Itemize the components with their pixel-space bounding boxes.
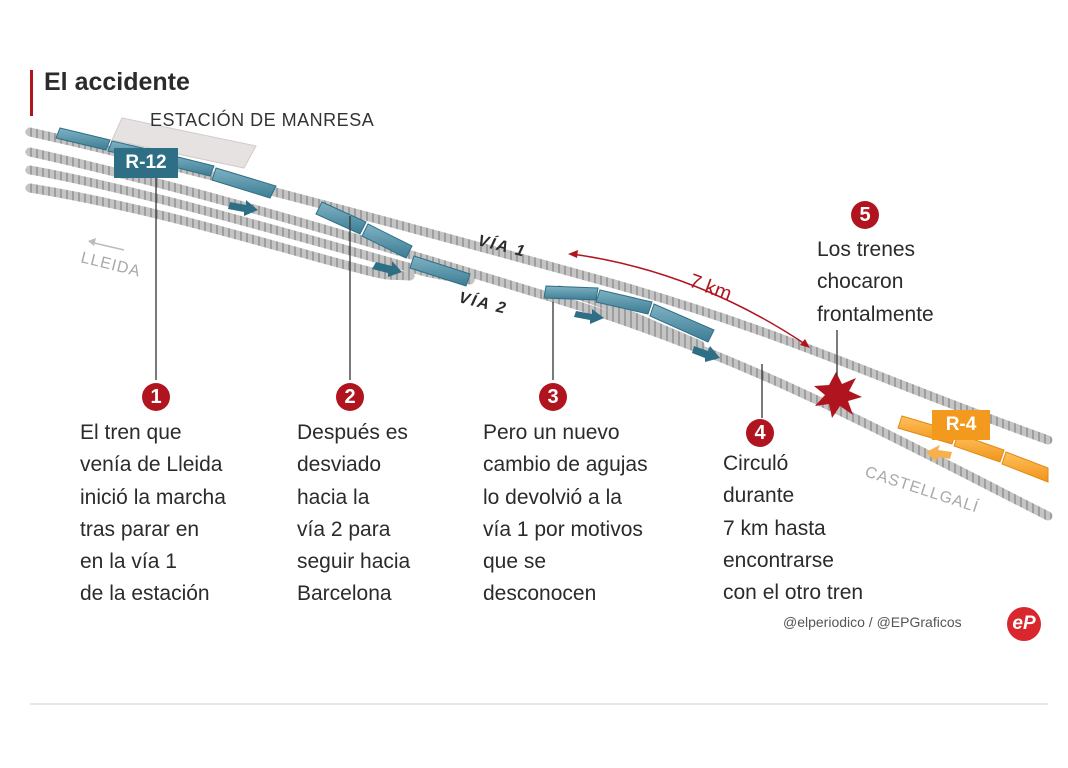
train-r12-label: R-12 [125, 152, 167, 173]
step-5-text: Los trenes chocaron frontalmente [817, 238, 934, 326]
train-car [1001, 451, 1049, 483]
step-5-number: 5 [851, 201, 879, 229]
main-track-via-2 [25, 147, 1053, 521]
train-car [543, 285, 599, 301]
divider [30, 703, 1048, 705]
step-4-number: 4 [746, 419, 774, 447]
direction-arrows [228, 200, 952, 462]
elperiodico-logo: eP [1007, 607, 1041, 641]
step-3-number: 3 [539, 383, 567, 411]
train-car [595, 289, 653, 315]
train-car [315, 201, 367, 235]
train-car [211, 167, 277, 199]
via-2-label: VÍA 2 [457, 287, 510, 317]
credit-text: @elperiodico / @EPGraficos [783, 614, 962, 630]
step-4-text: Circuló durante 7 km hasta encontrarse c… [723, 452, 864, 605]
step-3-text: Pero un nuevo cambio de agujas lo devolv… [483, 421, 648, 606]
step-2-text: Después es desviado hacia la vía 2 para … [297, 421, 411, 606]
distance-label: 7 km [686, 270, 734, 305]
train-r4-badge: R-4 [932, 410, 990, 440]
collision-star-icon [814, 372, 862, 418]
lleida-label: LLEIDA [79, 249, 142, 280]
train-r4-position [897, 415, 1049, 483]
step-2-number: 2 [336, 383, 364, 411]
arrow-icon [228, 200, 258, 216]
arrow-icon [372, 261, 402, 277]
page-title: El accidente [44, 68, 190, 96]
station-label: ESTACIÓN DE MANRESA [150, 110, 375, 130]
train-r12-badge: R-12 [114, 148, 178, 178]
arrow-icon [692, 346, 720, 362]
train-car [361, 223, 413, 259]
train-car [953, 433, 1005, 463]
train-r4-label: R-4 [945, 414, 977, 435]
station-building [111, 117, 257, 169]
step-1-text: El tren que venía de Lleida inició la ma… [80, 421, 226, 606]
train-car [409, 255, 471, 287]
lleida-direction: LLEIDA [79, 238, 142, 281]
train-car [55, 127, 111, 151]
arrow-icon [574, 309, 604, 324]
step-1-number: 1 [142, 383, 170, 411]
leader-lines [155, 175, 838, 418]
train-car [649, 303, 715, 343]
arrow-icon [926, 445, 952, 462]
title-accent-bar [30, 70, 33, 116]
